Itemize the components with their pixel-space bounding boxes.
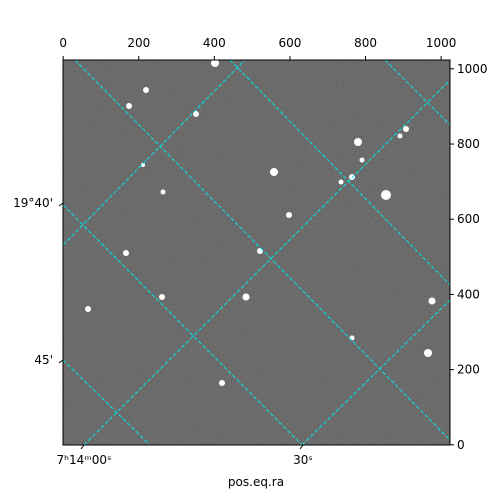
y-tick-label: 600: [457, 212, 480, 226]
dec-tick-label: 19°40': [13, 196, 53, 210]
y-tick-label: 0: [457, 438, 465, 452]
x-tick-label: 600: [278, 36, 301, 50]
ra-tick: [299, 444, 304, 450]
x-tick-label: 0: [59, 36, 67, 50]
ra-tick-label: 30ˢ: [293, 453, 313, 467]
dec-tick: [58, 359, 64, 364]
y-tick-label: 1000: [457, 62, 488, 76]
x-tick-label: 400: [203, 36, 226, 50]
x-tick-label: 1000: [426, 36, 457, 50]
dec-tick: [58, 202, 64, 207]
ra-tick: [80, 444, 85, 450]
x-axis-label: pos.eq.ra: [228, 475, 284, 489]
x-tick-label: 200: [127, 36, 150, 50]
y-tick-label: 800: [457, 137, 480, 151]
ra-tick-label: 7ʰ14ᵐ00ˢ: [57, 453, 112, 467]
x-tick-label: 800: [354, 36, 377, 50]
dec-tick-label: 45': [34, 353, 53, 367]
world-grid: [63, 60, 450, 445]
y-tick-label: 200: [457, 363, 480, 377]
y-tick-label: 400: [457, 287, 480, 301]
image: [63, 60, 450, 445]
stars: [85, 60, 436, 386]
frame: [62, 59, 451, 446]
